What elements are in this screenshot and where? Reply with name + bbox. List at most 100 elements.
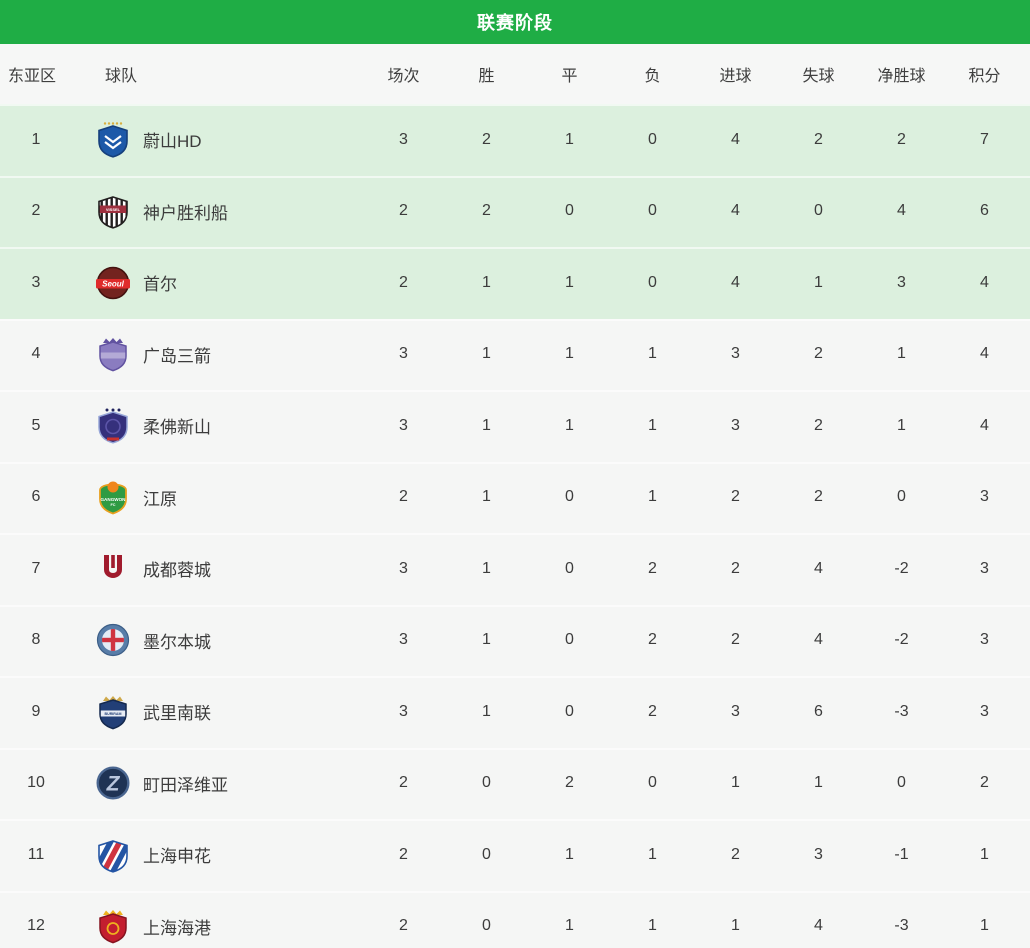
team-name: 神户胜利船: [143, 203, 228, 223]
rank-cell: 12: [27, 917, 45, 935]
rank-cell: 6: [31, 488, 41, 506]
table-row[interactable]: 5 柔佛新山 3 1 1 1 3 2 1 4: [0, 390, 1030, 462]
goals-for-cell: 2: [731, 845, 740, 863]
goals-against-cell: 2: [814, 345, 823, 363]
wins-cell: 0: [482, 845, 491, 863]
team-cell: 蔚山HD: [72, 120, 362, 160]
draws-cell: 0: [565, 702, 574, 720]
rank-cell: 1: [31, 130, 41, 148]
table-row[interactable]: 4 广岛三箭 3 1 1 1 3 2 1 4: [0, 318, 1030, 390]
team-name: 墨尔本城: [143, 632, 211, 652]
table-body: 1 蔚山HD 3 2 1 0 4 2 2 7 2 VISSEL 神户胜利船 2 2 0 0 4 0 4 6 3 Seoul 首…: [0, 104, 1030, 948]
played-cell: 3: [399, 130, 408, 148]
goal-diff-cell: 4: [897, 202, 906, 220]
goals-against-cell: 4: [814, 917, 823, 935]
team-cell: BURIRAM 武里南联: [72, 692, 362, 732]
goals-for-cell: 4: [731, 273, 740, 291]
points-cell: 4: [980, 345, 989, 363]
team-cell: GANGWON FC 江原: [72, 477, 362, 517]
table-row[interactable]: 7 成都蓉城 3 1 0 2 2 4 -2 3: [0, 533, 1030, 605]
shanghai-port-crest-icon: [93, 906, 133, 946]
wins-cell: 0: [482, 774, 491, 792]
draws-cell: 1: [565, 130, 574, 148]
played-cell: 2: [399, 845, 408, 863]
johor-darul-tazim-crest-icon: [93, 406, 133, 446]
goals-against-cell: 2: [814, 416, 823, 434]
rank-cell: 9: [31, 702, 41, 720]
svg-text:GANGWON: GANGWON: [100, 497, 126, 502]
goal-diff-cell: 3: [897, 273, 906, 291]
team-cell: VISSEL 神户胜利船: [72, 191, 362, 231]
goal-diff-cell: 1: [897, 345, 906, 363]
table-row[interactable]: 12 上海海港 2 0 1 1 1 4 -3 1: [0, 890, 1030, 948]
draws-cell: 0: [565, 202, 574, 220]
goals-for-cell: 4: [731, 130, 740, 148]
team-cell: 广岛三箭: [72, 334, 362, 374]
goals-against-cell: 6: [814, 702, 823, 720]
table-row[interactable]: 3 Seoul 首尔 2 1 1 0 4 1 3 4: [0, 247, 1030, 319]
losses-cell: 1: [648, 488, 657, 506]
losses-cell: 2: [648, 631, 657, 649]
team-cell: 柔佛新山: [72, 406, 362, 446]
losses-cell: 1: [648, 845, 657, 863]
table-row[interactable]: 9 BURIRAM 武里南联 3 1 0 2 3 6 -3 3: [0, 676, 1030, 748]
svg-text:FC: FC: [110, 503, 115, 507]
wins-cell: 1: [482, 416, 491, 434]
wins-cell: 1: [482, 488, 491, 506]
goal-diff-cell: 1: [897, 416, 906, 434]
table-row[interactable]: 8 墨尔本城 3 1 0 2 2 4 -2 3: [0, 604, 1030, 676]
wins-cell: 1: [482, 559, 491, 577]
goal-diff-cell: -3: [894, 917, 909, 935]
points-cell: 4: [980, 416, 989, 434]
rank-cell: 4: [31, 345, 41, 363]
points-cell: 3: [980, 488, 989, 506]
played-cell: 3: [399, 559, 408, 577]
played-cell: 2: [399, 273, 408, 291]
goal-diff-cell: 0: [897, 488, 906, 506]
wins-cell: 2: [482, 202, 491, 220]
goals-for-cell: 2: [731, 559, 740, 577]
table-row[interactable]: 6 GANGWON FC 江原 2 1 0 1 2 2 0 3: [0, 461, 1030, 533]
team-name: 柔佛新山: [143, 418, 211, 438]
goals-against-cell: 3: [814, 845, 823, 863]
wins-cell: 1: [482, 345, 491, 363]
losses-cell: 0: [648, 774, 657, 792]
team-cell: 成都蓉城: [72, 549, 362, 589]
points-cell: 3: [980, 702, 989, 720]
col-header-zone: 东亚区: [8, 68, 57, 85]
table-header-row: 东亚区 球队 场次 胜 平 负 进球 失球 净胜球 积分: [0, 44, 1030, 104]
goals-against-cell: 4: [814, 559, 823, 577]
team-cell: 墨尔本城: [72, 620, 362, 660]
goal-diff-cell: 2: [897, 130, 906, 148]
goals-for-cell: 4: [731, 202, 740, 220]
table-row[interactable]: 2 VISSEL 神户胜利船 2 2 0 0 4 0 4 6: [0, 175, 1030, 247]
chengdu-rongcheng-crest-icon: [93, 549, 133, 589]
team-name: 上海申花: [143, 847, 211, 867]
losses-cell: 2: [648, 559, 657, 577]
table-row[interactable]: 11 上海申花 2 0 1 1 2 3 -1 1: [0, 819, 1030, 891]
draws-cell: 0: [565, 559, 574, 577]
team-name: 成都蓉城: [143, 561, 211, 581]
played-cell: 3: [399, 416, 408, 434]
buriram-united-crest-icon: BURIRAM: [93, 692, 133, 732]
draws-cell: 2: [565, 774, 574, 792]
points-cell: 2: [980, 774, 989, 792]
col-header-goal-diff: 净胜球: [877, 68, 926, 85]
draws-cell: 1: [565, 416, 574, 434]
team-cell: Z 町田泽维亚: [72, 763, 362, 803]
points-cell: 7: [980, 130, 989, 148]
col-header-team: 球队: [105, 68, 138, 85]
losses-cell: 1: [648, 416, 657, 434]
goals-for-cell: 2: [731, 631, 740, 649]
team-name: 上海海港: [143, 918, 211, 938]
points-cell: 3: [980, 559, 989, 577]
table-row[interactable]: 10 Z 町田泽维亚 2 0 2 0 1 1 0 2: [0, 747, 1030, 819]
played-cell: 2: [399, 202, 408, 220]
goal-diff-cell: -3: [894, 702, 909, 720]
goal-diff-cell: -2: [894, 631, 909, 649]
table-row[interactable]: 1 蔚山HD 3 2 1 0 4 2 2 7: [0, 104, 1030, 176]
ulsan-hd-crest-icon: [93, 120, 133, 160]
played-cell: 3: [399, 631, 408, 649]
played-cell: 2: [399, 917, 408, 935]
